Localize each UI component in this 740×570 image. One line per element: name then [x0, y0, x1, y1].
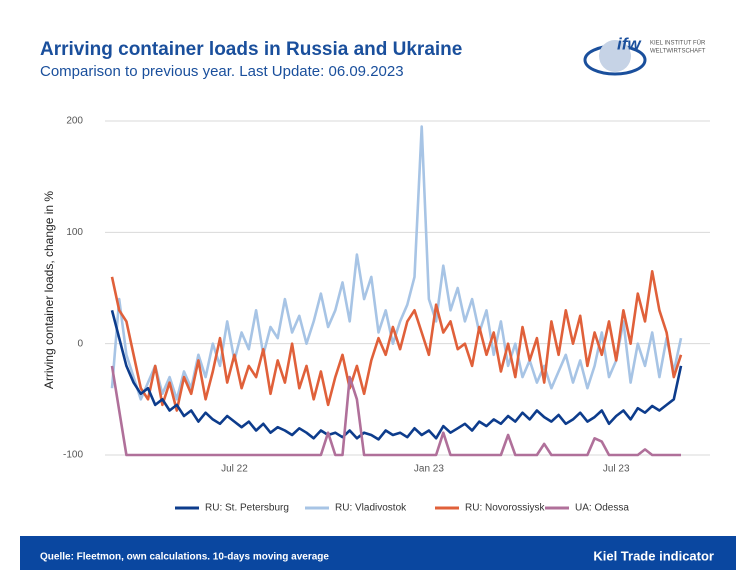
chart-subtitle: Comparison to previous year. Last Update…: [40, 63, 404, 80]
logo-name: WELTWIRTSCHAFT: [650, 49, 706, 55]
legend-label: RU: St. Petersburg: [205, 503, 289, 514]
chart-title: Arriving container loads in Russia and U…: [40, 39, 462, 60]
footer-brand: Kiel Trade indicator: [593, 548, 714, 563]
footer-source: Quelle: Fleetmon, own calculations. 10-d…: [40, 552, 329, 563]
logo-globe: [599, 40, 631, 72]
y-tick-label: 0: [77, 338, 83, 349]
footer-bar: [20, 536, 736, 570]
legend: RU: St. Petersburg RU: Vladivostok RU: Nov…: [175, 503, 629, 514]
legend-label: RU: Novorossiysk: [465, 503, 545, 514]
logo: ifw KIEL INSTITUT FÜR WELTWIRTSCHAFT: [583, 34, 706, 76]
y-tick-label: 200: [66, 116, 83, 127]
series-line: [110, 270, 683, 412]
y-tick-label: 100: [66, 227, 83, 238]
legend-label: RU: Vladivostok: [335, 503, 407, 514]
legend-label: UA: Odessa: [575, 503, 629, 514]
x-tick-label: Jul 22: [221, 464, 248, 475]
x-tick-label: Jan 23: [414, 464, 444, 475]
series-line: [110, 125, 683, 401]
series-line: [110, 309, 683, 441]
y-tick-label: -100: [63, 450, 83, 461]
series-line: [110, 365, 681, 457]
x-tick-label: Jul 23: [603, 464, 630, 475]
logo-name: KIEL INSTITUT FÜR: [650, 40, 706, 47]
logo-mark: ifw: [617, 34, 642, 53]
y-axis-label: Arriving container loads, change in %: [42, 191, 56, 389]
plot-area: -100 0 100 200 Jul 22 Jan 23 Jul 23: [63, 116, 710, 475]
